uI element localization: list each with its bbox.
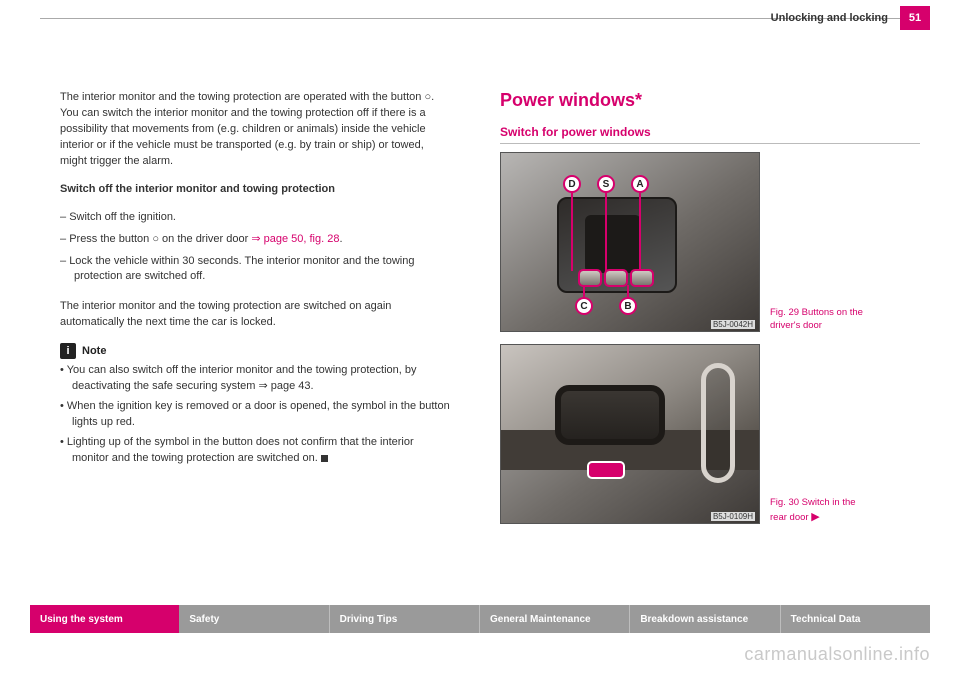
tab-using-the-system[interactable]: Using the system [30, 605, 179, 633]
figure-30-code: B5J-0109H [711, 512, 755, 521]
figure-30: B5J-0109H [500, 344, 760, 524]
tab-technical-data[interactable]: Technical Data [780, 605, 930, 633]
footer-tabs: Using the system Safety Driving Tips Gen… [30, 605, 930, 633]
intro-paragraph: The interior monitor and the towing prot… [60, 90, 450, 170]
after-paragraph: The interior monitor and the towing prot… [60, 299, 450, 331]
page-header: Unlocking and locking 51 [0, 18, 960, 42]
note-heading: i Note [60, 343, 450, 359]
grab-handle [701, 363, 735, 483]
note-3: Lighting up of the symbol in the button … [60, 435, 450, 467]
label-s: S [597, 175, 615, 193]
rear-switch [589, 463, 623, 477]
page-number-badge: 51 [900, 6, 930, 30]
line-a [639, 193, 641, 271]
note-label: Note [82, 345, 106, 357]
figure-30-wrap: B5J-0109H Fig. 30 Switch in the rear doo… [500, 344, 920, 524]
step-2-text: Press the button ○ on the driver door [69, 233, 251, 245]
label-c: C [575, 297, 593, 315]
label-a: A [631, 175, 649, 193]
watermark: carmanualsonline.info [744, 644, 930, 665]
content-area: The interior monitor and the towing prot… [0, 90, 960, 603]
label-d: D [563, 175, 581, 193]
line-c [583, 285, 585, 299]
note-3-text: Lighting up of the symbol in the button … [67, 436, 414, 464]
right-column: Power windows* Switch for power windows … [480, 90, 960, 603]
figure-29-code: B5J-0042H [711, 320, 755, 329]
pull-slot [585, 215, 641, 273]
tab-driving-tips[interactable]: Driving Tips [329, 605, 479, 633]
figure-29: D S A C B B5J-0042H [500, 152, 760, 332]
tab-safety[interactable]: Safety [179, 605, 328, 633]
switch-s [606, 271, 626, 285]
door-handle [555, 385, 665, 445]
note-1: You can also switch off the interior mon… [60, 363, 450, 395]
subheading: Switch off the interior monitor and towi… [60, 182, 450, 198]
tab-general-maintenance[interactable]: General Maintenance [479, 605, 629, 633]
left-column: The interior monitor and the towing prot… [0, 90, 480, 603]
switch-c [580, 271, 600, 285]
tab-breakdown-assistance[interactable]: Breakdown assistance [629, 605, 779, 633]
info-icon: i [60, 343, 76, 359]
figure-30-caption: Fig. 30 Switch in the rear door ▶ [770, 497, 870, 524]
continue-arrow-icon: ▶ [811, 511, 819, 523]
step-2-xref: ⇒ page 50, fig. 28 [251, 233, 339, 245]
subheading-switch: Switch for power windows [500, 125, 920, 144]
section-title: Unlocking and locking [771, 12, 888, 24]
note-2: When the ignition key is removed or a do… [60, 399, 450, 431]
end-mark-icon [321, 455, 328, 462]
heading-power-windows: Power windows* [500, 90, 920, 111]
step-3: Lock the vehicle within 30 seconds. The … [60, 254, 450, 286]
step-1: Switch off the ignition. [60, 210, 450, 226]
step-2: Press the button ○ on the driver door ⇒ … [60, 232, 450, 248]
line-b [627, 285, 629, 299]
line-d [571, 193, 573, 271]
label-b: B [619, 297, 637, 315]
figure-29-caption: Fig. 29 Buttons on the driver's door [770, 307, 870, 332]
figure-29-wrap: D S A C B B5J-0042H Fig. 29 Buttons on t… [500, 152, 920, 332]
page: Unlocking and locking 51 The interior mo… [0, 0, 960, 673]
switch-b [632, 271, 652, 285]
line-s [605, 193, 607, 271]
